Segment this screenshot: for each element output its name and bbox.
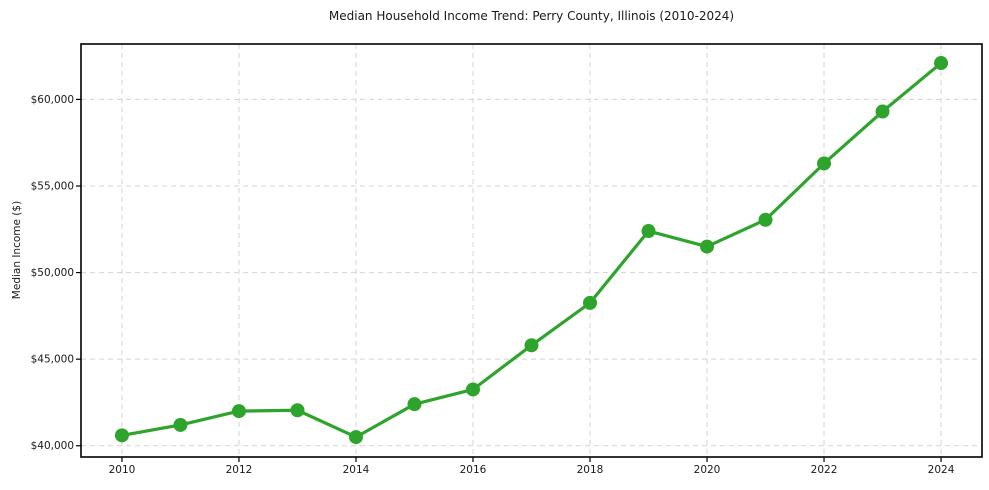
x-tick-label: 2022 [811, 464, 838, 476]
x-tick-label: 2014 [343, 464, 370, 476]
data-point-2011 [173, 417, 188, 432]
x-tick-label: 2016 [460, 464, 487, 476]
data-point-2022 [817, 156, 832, 171]
data-point-2017 [524, 338, 539, 353]
y-tick-label: $40,000 [31, 440, 74, 452]
data-point-2013 [290, 403, 305, 418]
x-tick-label: 2020 [694, 464, 721, 476]
data-point-2023 [875, 104, 890, 119]
x-tick-label: 2010 [109, 464, 136, 476]
y-tick-label: $55,000 [31, 180, 74, 192]
data-point-2024 [934, 56, 949, 71]
data-point-2015 [407, 397, 422, 412]
income-trend-line [120, 61, 943, 439]
y-axis-label: Median Income ($) [11, 200, 23, 300]
y-tick-label: $50,000 [31, 267, 74, 279]
y-tick-label: $60,000 [31, 94, 74, 106]
x-tick-label: 2012 [226, 464, 253, 476]
chart-title: Median Household Income Trend: Perry Cou… [328, 9, 735, 23]
data-point-2019 [641, 224, 656, 239]
data-point-2016 [465, 382, 480, 397]
x-tick-label: 2024 [928, 464, 955, 476]
data-point-2010 [114, 428, 129, 443]
data-point-2018 [583, 295, 598, 310]
y-tick-label: $45,000 [31, 354, 74, 366]
data-point-2021 [758, 212, 773, 227]
data-point-2020 [700, 239, 715, 254]
data-point-2012 [231, 404, 246, 419]
x-tick-label: 2018 [577, 464, 604, 476]
plot-border [80, 43, 983, 458]
data-point-2014 [348, 430, 363, 445]
